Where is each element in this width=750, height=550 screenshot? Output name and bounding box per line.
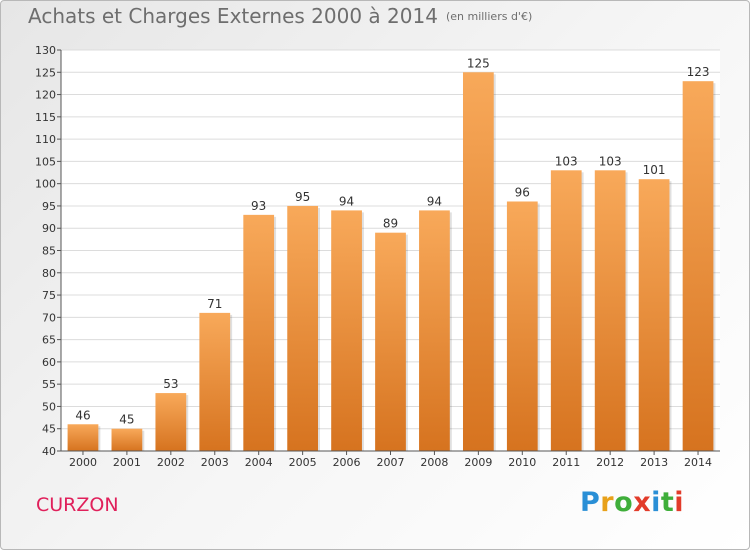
value-label: 93 [251, 199, 266, 213]
value-label: 103 [555, 154, 578, 168]
x-tick-label: 2003 [201, 456, 229, 469]
value-label: 46 [75, 408, 90, 422]
y-tick-label: 130 [35, 44, 56, 57]
x-tick-label: 2007 [377, 456, 405, 469]
y-tick-label: 120 [35, 89, 56, 102]
x-tick-label: 2000 [69, 456, 97, 469]
logo-letter: i [651, 487, 661, 518]
y-tick-label: 75 [42, 289, 56, 302]
bar [111, 428, 143, 451]
y-tick-label: 45 [42, 423, 56, 436]
value-label: 123 [687, 65, 710, 79]
y-tick-label: 55 [42, 378, 56, 391]
value-label: 95 [295, 190, 310, 204]
y-tick-label: 60 [42, 356, 56, 369]
x-tick-label: 2013 [640, 456, 668, 469]
y-tick-label: 40 [42, 445, 56, 458]
value-label: 71 [207, 297, 222, 311]
x-tick-label: 2012 [596, 456, 624, 469]
bar [638, 179, 670, 451]
logo-letter: o [614, 487, 634, 518]
value-label: 103 [599, 154, 622, 168]
proxiti-logo: Proxiti [580, 487, 684, 518]
bar [199, 312, 231, 451]
y-tick-label: 50 [42, 400, 56, 413]
bar [375, 232, 406, 451]
bar [155, 393, 187, 451]
logo-letter: P [580, 487, 601, 518]
y-tick-label: 70 [42, 311, 56, 324]
y-tick-label: 65 [42, 334, 56, 347]
title-text: Achats et Charges Externes 2000 à 2014 [28, 4, 438, 28]
x-tick-label: 2009 [464, 456, 492, 469]
unit-label: (en milliers d'€) [445, 10, 533, 23]
y-tick-label: 80 [42, 267, 56, 280]
x-tick-label: 2011 [552, 456, 580, 469]
logo-letter: x [633, 487, 652, 518]
y-tick-label: 90 [42, 222, 56, 235]
y-tick-label: 95 [42, 200, 56, 213]
x-tick-label: 2001 [113, 456, 141, 469]
y-tick-label: 105 [35, 155, 56, 168]
value-label: 94 [427, 194, 442, 208]
logo-letter: r [600, 487, 615, 518]
value-label: 101 [643, 163, 666, 177]
bar [462, 72, 494, 452]
bar [243, 214, 275, 451]
bar [506, 201, 538, 451]
bar [419, 210, 450, 451]
value-label: 94 [339, 194, 354, 208]
bar [331, 210, 362, 451]
bar [67, 424, 99, 451]
y-tick-label: 110 [35, 133, 56, 146]
value-label: 53 [163, 377, 178, 391]
location-label: CURZON [36, 494, 119, 516]
bar [550, 170, 582, 452]
x-tick-label: 2010 [508, 456, 536, 469]
value-label: 45 [119, 413, 134, 427]
y-tick-label: 115 [35, 111, 56, 124]
bar [682, 81, 714, 451]
axes: 40 45 50 55 60 65 70 75 80 85 90 95 100 105 110 115 120 1… [35, 44, 720, 469]
chart-title: Achats et Charges Externes 2000 à 2014 (e… [28, 4, 532, 28]
value-label: 96 [515, 185, 530, 199]
bar [594, 170, 626, 452]
x-tick-label: 2005 [289, 456, 317, 469]
value-label: 125 [467, 56, 490, 70]
y-tick-label: 85 [42, 245, 56, 258]
logo-letter: i [674, 487, 685, 518]
bars: 46 45 53 71 93 95 94 89 94 125 96 103 103 101 123 [67, 56, 716, 452]
x-tick-label: 2004 [245, 456, 273, 469]
x-tick-label: 2006 [333, 456, 361, 469]
bar [287, 205, 319, 451]
value-label: 89 [383, 217, 398, 231]
x-tick-label: 2014 [684, 456, 712, 469]
y-tick-label: 100 [35, 178, 56, 191]
y-tick-label: 125 [35, 66, 56, 79]
x-tick-label: 2008 [420, 456, 448, 469]
logo-letter: t [660, 487, 675, 518]
x-tick-label: 2002 [157, 456, 185, 469]
